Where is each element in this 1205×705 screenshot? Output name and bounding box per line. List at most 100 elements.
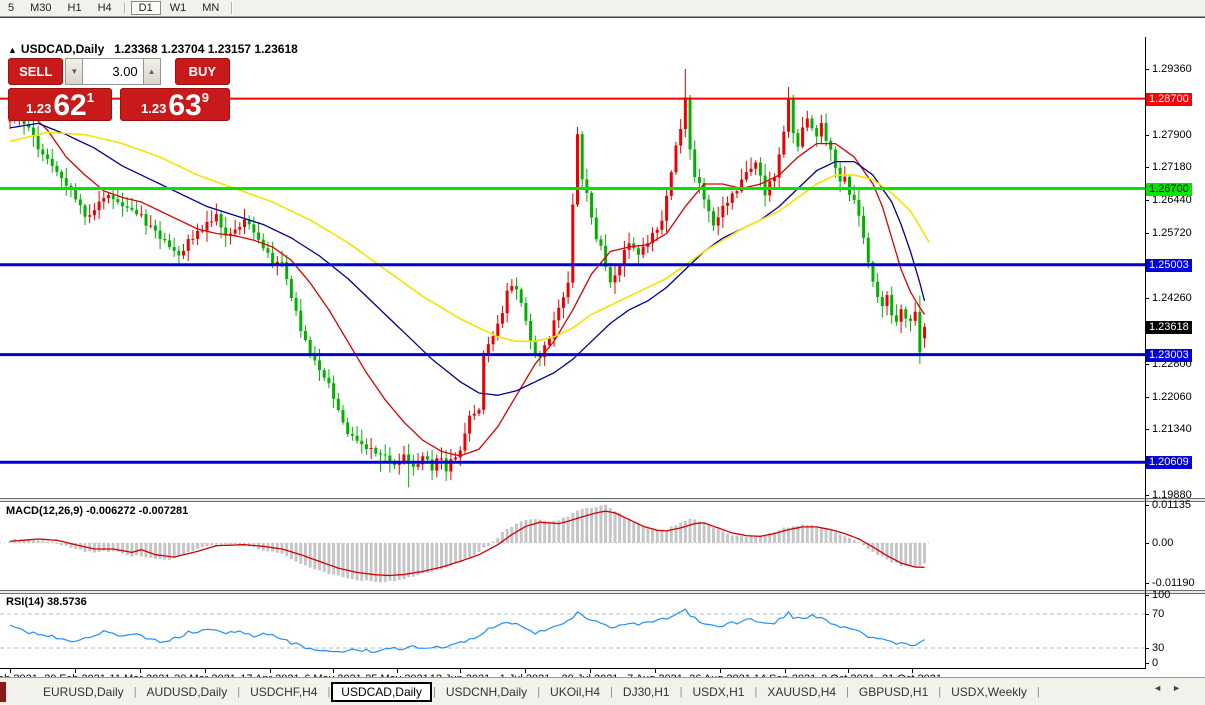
candle (571, 193, 575, 289)
sell-button[interactable]: SELL (8, 58, 64, 85)
candle (468, 410, 472, 442)
candle (477, 407, 481, 416)
ma-slow-yellow[interactable] (9, 131, 930, 343)
candle (510, 279, 514, 294)
ma-mid-blue[interactable] (9, 122, 926, 396)
price-axis-label: 1.24260 (1152, 292, 1192, 305)
macd-histogram-bar (777, 530, 781, 543)
volume-input[interactable]: 3.00 (83, 58, 143, 85)
macd-histogram-bar (519, 521, 523, 543)
rsi-indicator-chart[interactable] (0, 594, 1145, 668)
timeframe-button-m30[interactable]: M30 (30, 2, 52, 14)
macd-histogram-bar (894, 543, 898, 563)
chart-tab-eurusd[interactable]: EURUSD,Daily (43, 684, 124, 699)
sell-price-small: 1.23 (26, 101, 52, 116)
macd-histogram-bar (571, 512, 575, 543)
candle (369, 438, 373, 460)
timeframe-button-d1[interactable]: D1 (130, 1, 161, 15)
macd-histogram-bar (50, 541, 54, 543)
candle (83, 203, 87, 226)
candle (430, 449, 434, 481)
candle (50, 148, 54, 173)
price-tick (1145, 298, 1149, 300)
macd-histogram-bar (327, 543, 331, 575)
chart-tab-gbpusd[interactable]: GBPUSD,H1 (858, 684, 929, 699)
volume-decrease-button[interactable]: ▼ (65, 58, 84, 85)
candle (200, 224, 204, 234)
macd-indicator-chart[interactable] (0, 502, 1145, 590)
candle (92, 203, 96, 221)
macd-histogram-bar (130, 543, 134, 557)
sell-price-display[interactable]: 1.23 62 1 (8, 88, 113, 121)
tab-scroll-left-icon[interactable]: ◄ (1153, 683, 1173, 693)
macd-histogram-bar (787, 527, 791, 543)
price-tick (1145, 166, 1149, 168)
candle (608, 262, 612, 288)
buy-price-small: 1.23 (141, 101, 167, 116)
macd-histogram-bar (74, 543, 78, 550)
macd-histogram-bar (106, 543, 110, 553)
pane-separator-main-macd[interactable] (0, 498, 1205, 502)
candle (454, 452, 458, 463)
price-axis-label: 1.26440 (1152, 194, 1192, 207)
rsi-line (9, 608, 925, 654)
price-level-badge: 1.25003 (1146, 258, 1192, 272)
date-tick (140, 669, 141, 673)
buy-price-display[interactable]: 1.23 63 9 (120, 88, 230, 121)
macd-histogram-bar (665, 530, 669, 543)
timeframe-button-5[interactable]: 5 (8, 2, 15, 14)
rsi-tick (1145, 595, 1149, 596)
macd-histogram-bar (838, 534, 842, 543)
macd-histogram-bar (111, 543, 115, 552)
price-axis-label: 1.22060 (1152, 391, 1192, 404)
date-tick (912, 669, 913, 673)
candle (167, 233, 171, 250)
candle (46, 148, 50, 165)
macd-histogram-bar (205, 543, 209, 547)
rsi-axis-label: 70 (1152, 608, 1165, 620)
ma-fast-red[interactable] (9, 109, 926, 457)
main-price-chart[interactable] (0, 37, 1145, 498)
candle (763, 163, 767, 207)
chart-tab-usdx[interactable]: USDX,Weekly (951, 684, 1027, 699)
candle (632, 237, 636, 252)
chart-tab-xauusd[interactable]: XAUUSD,H4 (767, 684, 837, 699)
macd-histogram-bar (163, 543, 167, 560)
date-tick (270, 669, 271, 673)
candle (866, 232, 870, 269)
macd-histogram-bar (214, 543, 218, 545)
chart-tab-audusd[interactable]: AUDUSD,Daily (146, 684, 228, 699)
macd-axis-label: 0.01135 (1152, 499, 1191, 511)
tabbar-grip[interactable] (0, 681, 6, 702)
tab-scroll-right-icon[interactable]: ► (1172, 683, 1191, 693)
price-tick (1145, 397, 1149, 399)
chart-tab-usdcad[interactable]: USDCAD,Daily (331, 681, 432, 702)
candle (153, 219, 157, 239)
timeframe-button-h1[interactable]: H1 (67, 2, 82, 14)
timeframe-button-h4[interactable]: H4 (97, 2, 112, 14)
volume-increase-button[interactable]: ▲ (142, 58, 161, 85)
macd-histogram-bar (407, 543, 411, 578)
chart-tab-usdcnh[interactable]: USDCNH,Daily (445, 684, 528, 699)
macd-histogram-bar (60, 543, 64, 546)
candle (575, 126, 579, 208)
tab-scroll-arrows[interactable]: ◄► (1153, 683, 1191, 693)
macd-histogram-bar (801, 524, 805, 543)
chart-tab-usdchf[interactable]: USDCHF,H4 (250, 684, 318, 699)
candle (791, 94, 795, 144)
macd-histogram-bar (491, 541, 495, 543)
chart-tab-ukoil[interactable]: UKOil,H4 (550, 684, 601, 699)
candle (824, 113, 828, 147)
macd-histogram-bar (196, 543, 200, 549)
chart-tab-usdx[interactable]: USDX,H1 (692, 684, 745, 699)
buy-button[interactable]: BUY (174, 58, 230, 85)
tab-separator: | (327, 685, 331, 698)
chart-tab-dj30[interactable]: DJ30,H1 (622, 684, 670, 699)
timeframe-button-w1[interactable]: W1 (169, 2, 187, 14)
candle (111, 189, 115, 210)
candle (41, 143, 45, 162)
macd-histogram-bar (899, 543, 903, 566)
timeframe-button-mn[interactable]: MN (202, 2, 220, 14)
macd-histogram-bar (782, 527, 786, 543)
pane-separator-macd-rsi[interactable] (0, 590, 1205, 594)
